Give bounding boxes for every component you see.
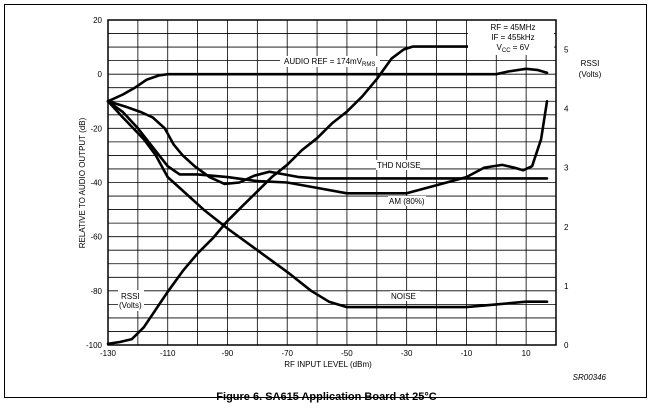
- condition-vcc-rest: = 6V: [511, 43, 531, 52]
- y2-tick-label: 2: [564, 223, 569, 232]
- x-tick-label: -90: [222, 349, 234, 358]
- condition-vcc-main: V: [497, 43, 503, 52]
- y-tick-label: 0: [98, 70, 103, 79]
- y-tick-label: -100: [86, 341, 103, 350]
- x-tick-label: -30: [401, 349, 413, 358]
- figure-frame: [4, 4, 647, 398]
- figure-caption: Figure 6. SA615 Application Board at 25°…: [216, 391, 437, 403]
- condition-rf-text: RF = 45MHz: [490, 23, 535, 32]
- condition-vcc-sub: CC: [502, 48, 511, 54]
- x-tick-label: -10: [461, 349, 473, 358]
- x-tick-label: -130: [100, 349, 117, 358]
- y-axis-title: RELATIVE TO AUDIO OUTPUT (dB): [78, 117, 87, 248]
- thd-noise-label-bg: [376, 160, 420, 170]
- y2-axis-title-2: (Volts): [579, 70, 602, 79]
- y-tick-label: -40: [90, 179, 102, 188]
- audio-ref-label: AUDIO REF = 174mVRMS: [284, 57, 375, 68]
- y2-tick-label: 1: [564, 282, 569, 291]
- y2-tick-label: 3: [564, 164, 569, 173]
- condition-vcc: VCC = 6V: [497, 43, 531, 54]
- rssi-curve-label-bg: [118, 290, 144, 311]
- y2-tick-label: 4: [564, 105, 569, 114]
- thd-noise-label: THD NOISE: [377, 161, 421, 170]
- conditions-box: [468, 21, 554, 55]
- series-line-thd-noise: [106, 100, 549, 186]
- y2-tick-label: 0: [564, 341, 569, 350]
- series-line-noise: [106, 100, 549, 309]
- y-tick-label: -20: [90, 124, 102, 133]
- condition-rf: RF = 45MHz: [490, 23, 535, 32]
- condition-if: IF = 455kHz: [491, 33, 534, 42]
- x-tick-label: -70: [281, 349, 293, 358]
- series-line-rssi-volts: [106, 45, 549, 346]
- y2-tick-label: 5: [564, 46, 569, 55]
- audio-ref-text: AUDIO REF = 174mV: [284, 57, 363, 66]
- am-label-bg: [388, 196, 426, 206]
- condition-if-text: IF = 455kHz: [491, 33, 534, 42]
- am-label: AM (80%): [389, 197, 425, 206]
- y-tick-label: 20: [93, 16, 102, 25]
- figure-id: SR00346: [573, 373, 607, 382]
- noise-label: NOISE: [391, 292, 416, 301]
- series-line-audio-ref-174mv: [106, 67, 549, 103]
- x-axis-title: RF INPUT LEVEL (dBm): [284, 360, 372, 369]
- rssi-curve-label-2: (Volts): [119, 301, 142, 310]
- y-tick-label: -60: [90, 233, 102, 242]
- x-tick-label: 10: [522, 349, 531, 358]
- x-tick-label: -110: [160, 349, 176, 358]
- chart-curves: [106, 45, 549, 346]
- noise-label-bg: [390, 291, 420, 301]
- rssi-curve-label-1: RSSI: [121, 292, 140, 301]
- y-tick-label: -80: [90, 287, 102, 296]
- audio-ref-label-bg: [280, 56, 380, 67]
- series-line-am-80: [106, 100, 549, 195]
- x-tick-label: -50: [341, 349, 353, 358]
- plot-border: [107, 19, 557, 346]
- y2-axis-title-1: RSSI: [581, 59, 600, 68]
- chart-ticks: -130 -110 -90 -70 -50 -30 -10 10200-20-40-60-80…: [86, 16, 569, 358]
- audio-ref-sub: RMS: [362, 62, 375, 68]
